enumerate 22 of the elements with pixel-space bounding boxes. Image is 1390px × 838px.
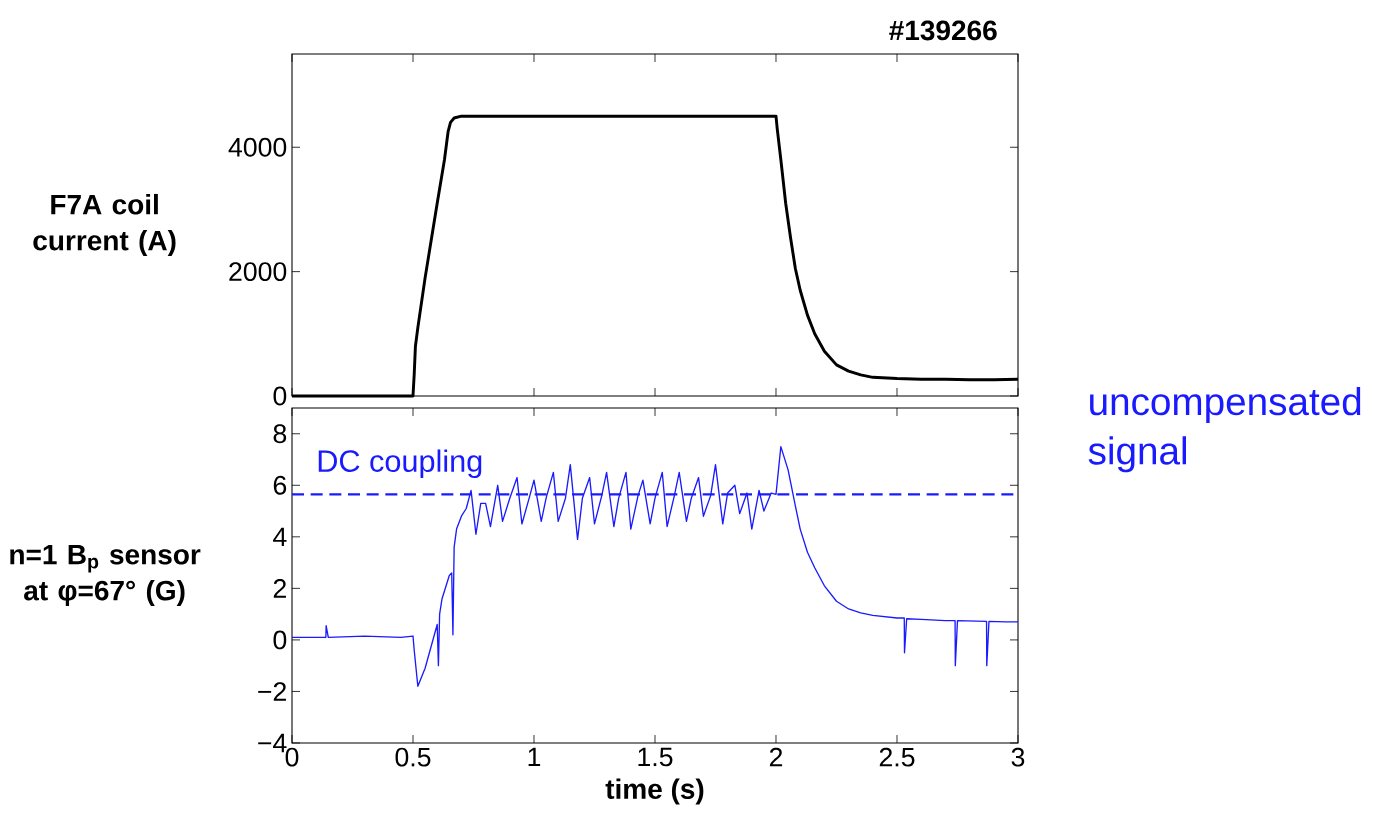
text: uncompensated signal	[1088, 386, 1361, 473]
y-tick-label: 2	[273, 579, 286, 598]
y-tick-label: 0	[273, 386, 287, 406]
ref-line-label: DC coupling	[318, 449, 482, 479]
x-tick-label: 1	[528, 747, 541, 767]
y-axis-title: n=1 B$_{p}$ sensor at φ=67° (G)	[10, 544, 201, 607]
y-tick-label: 0	[273, 630, 287, 650]
y-tick-label: 8	[273, 424, 287, 444]
y-tick-label: 4000	[228, 137, 287, 157]
x-tick-label: 3	[1011, 747, 1025, 767]
x-axis-title: time (s)	[605, 778, 704, 805]
x-tick-label: 2	[769, 747, 783, 767]
y-tick-label: 2000	[229, 262, 287, 282]
x-tick-label: 2.5	[879, 747, 915, 767]
y-tick-label: −2	[258, 682, 286, 701]
y-tick-label: 4	[273, 527, 287, 547]
y-tick-label: 6	[273, 475, 287, 495]
chart-title: #139266	[889, 20, 997, 41]
y-tick-label: −4	[258, 733, 287, 753]
y-axis-title: F7A coil current (A)	[33, 193, 176, 257]
x-tick-label: 0.5	[395, 747, 431, 767]
x-tick-label: 1.5	[638, 747, 673, 767]
